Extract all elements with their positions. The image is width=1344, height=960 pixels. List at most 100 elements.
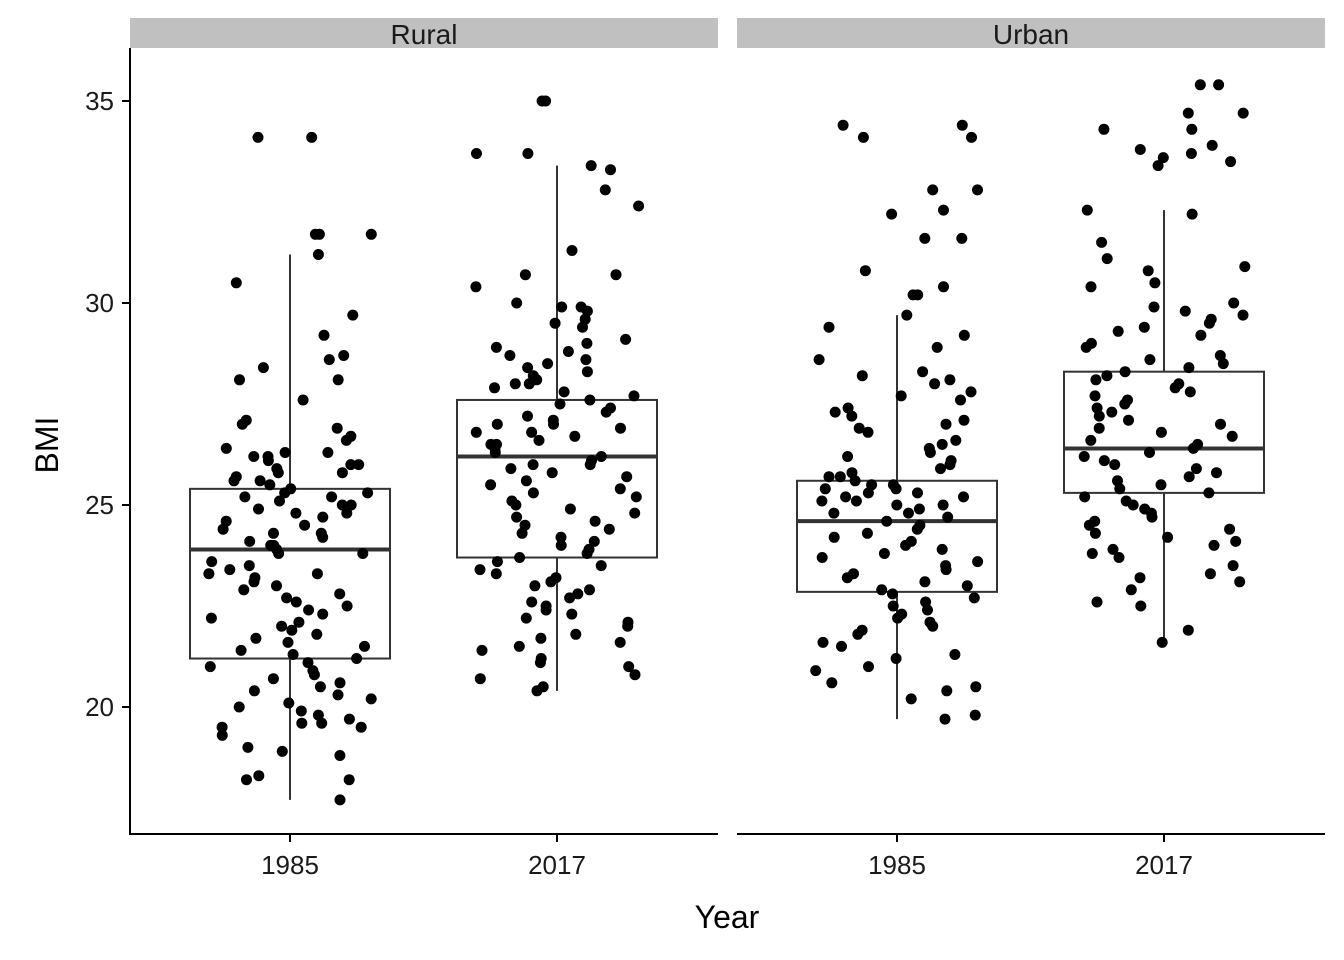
data-point [365,228,377,240]
data-point [956,232,968,244]
data-point [526,596,538,608]
data-point [336,499,348,511]
data-point [881,515,893,527]
data-point [628,390,640,402]
data-point [1217,358,1229,370]
data-point [1155,479,1167,491]
data-point [1211,467,1222,479]
data-point [334,677,346,689]
data-point [968,592,980,604]
data-point [944,374,956,386]
data-point [1226,430,1238,442]
data-point [287,649,299,660]
data-point [511,511,523,523]
data-point [282,636,294,648]
data-point [1213,79,1225,91]
data-point [1237,309,1249,321]
data-point [308,669,320,681]
data-point [490,341,502,353]
x-axis-ticks: 1985 2017 1985 2017 [261,834,1193,880]
data-point [938,281,949,293]
data-point [931,341,943,353]
data-point [234,374,245,386]
data-point [937,499,949,511]
data-point [1148,301,1160,313]
data-point [303,604,315,616]
data-point [332,374,344,386]
facet-strip-rural: Rural [130,18,718,50]
data-point [281,592,293,604]
data-point [972,556,984,568]
data-point [267,673,279,685]
data-point [271,580,282,592]
boxplot-urban-2017 [1063,210,1265,643]
data-point [336,467,348,479]
data-point [353,459,365,471]
data-point [1162,531,1174,543]
facet-label-rural: Rural [391,19,458,50]
data-point [633,200,645,212]
data-point [558,386,570,398]
data-point [220,442,232,454]
data-point [834,471,846,483]
data-point [1237,107,1249,119]
data-point [248,576,260,588]
points-rural-2017 [470,95,645,697]
data-point [470,281,482,293]
data-point [244,535,256,547]
data-point [239,491,251,503]
data-point [614,636,626,648]
data-point [306,131,318,143]
data-point [1078,451,1090,462]
data-point [595,560,607,572]
data-point [629,669,641,681]
data-point [614,483,626,495]
facet-strip-urban: Urban [737,18,1325,50]
data-point [489,447,501,458]
data-point [362,487,374,499]
data-point [1089,390,1101,402]
data-point [589,515,601,527]
data-point [243,560,255,572]
data-point [290,507,302,519]
data-point [471,148,482,159]
data-point [570,628,582,640]
data-point [1152,160,1164,172]
data-point [1144,447,1155,458]
data-point [311,568,323,580]
data-point [581,366,593,378]
data-point [938,204,949,216]
data-point [1208,539,1220,551]
data-point [311,628,323,640]
data-point [1112,325,1124,337]
data-point [585,160,597,172]
data-point [273,548,285,559]
data-point [817,636,829,648]
data-point [314,681,326,693]
data-point [572,588,584,600]
data-point [1203,317,1215,329]
data-point [293,616,305,628]
data-point [340,434,352,446]
data-point [841,572,853,584]
data-point [1183,362,1195,374]
data-point [257,362,269,374]
data-point [527,459,539,471]
data-point [489,382,500,394]
data-point [522,148,534,159]
data-point [856,370,868,382]
data-point [603,523,615,535]
data-point [1101,253,1113,265]
data-point [491,556,503,568]
data-point [302,657,314,669]
data-point [317,608,329,620]
data-point [546,467,558,479]
data-point [564,592,576,604]
data-point [969,709,981,721]
data-point [323,354,335,366]
x-tick-label-rural-1985: 1985 [261,850,319,880]
data-point [1227,560,1239,572]
data-point [509,378,521,390]
data-point [862,426,874,438]
data-point [334,794,346,806]
